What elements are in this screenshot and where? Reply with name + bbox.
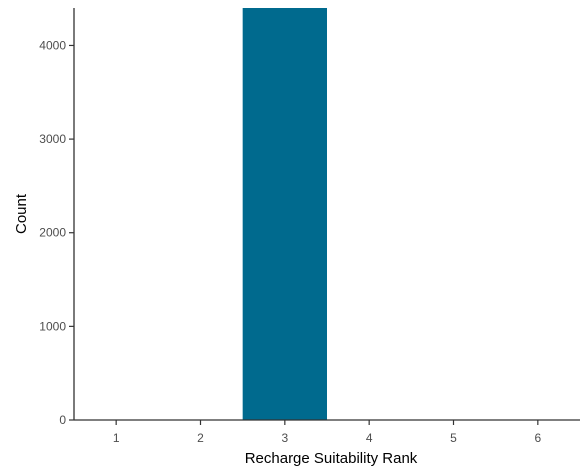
x-tick-label: 2 — [197, 431, 204, 445]
x-tick-label: 3 — [281, 431, 288, 445]
x-axis-ticks: 1 2 3 4 5 6 — [113, 420, 541, 445]
x-tick-label: 5 — [450, 431, 457, 445]
x-tick-label: 1 — [113, 431, 120, 445]
y-tick-label: 2000 — [39, 226, 66, 240]
y-tick-label: 3000 — [39, 132, 66, 146]
y-tick-label: 4000 — [39, 38, 66, 52]
bars-group — [242, 8, 327, 420]
x-tick-label: 6 — [534, 431, 541, 445]
y-axis-ticks: 0 1000 2000 3000 4000 — [39, 38, 74, 427]
bar-rank-3 — [242, 8, 327, 420]
y-tick-label: 0 — [59, 413, 66, 427]
y-tick-label: 1000 — [39, 319, 66, 333]
y-axis-title: Count — [13, 193, 30, 234]
x-tick-label: 4 — [366, 431, 373, 445]
x-axis-title: Recharge Suitability Rank — [245, 450, 418, 467]
